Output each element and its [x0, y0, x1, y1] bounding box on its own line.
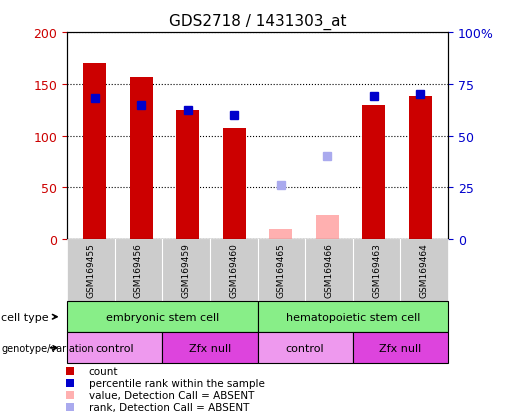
- Text: control: control: [95, 343, 134, 353]
- Bar: [353, 332, 448, 363]
- Text: GSM169463: GSM169463: [372, 243, 381, 297]
- Bar: [258, 301, 448, 332]
- Bar: [67, 301, 258, 332]
- Text: GSM169455: GSM169455: [87, 243, 95, 297]
- Bar: [83, 64, 107, 240]
- Text: hematopoietic stem cell: hematopoietic stem cell: [286, 312, 420, 322]
- Bar: [305, 240, 353, 301]
- Bar: [114, 240, 162, 301]
- Text: Zfx null: Zfx null: [188, 343, 231, 353]
- Text: GSM169459: GSM169459: [182, 243, 191, 297]
- Text: GSM169456: GSM169456: [134, 243, 143, 297]
- Text: embryonic stem cell: embryonic stem cell: [106, 312, 219, 322]
- Bar: [258, 240, 305, 301]
- Text: GSM169460: GSM169460: [229, 243, 238, 297]
- Bar: [269, 229, 293, 240]
- Bar: [401, 240, 448, 301]
- Text: control: control: [286, 343, 324, 353]
- Bar: [210, 240, 258, 301]
- Text: GSM169466: GSM169466: [324, 243, 333, 297]
- Text: count: count: [89, 366, 118, 376]
- Bar: [162, 332, 258, 363]
- Bar: [353, 240, 401, 301]
- Bar: [162, 240, 210, 301]
- Text: value, Detection Call = ABSENT: value, Detection Call = ABSENT: [89, 390, 254, 400]
- Bar: [222, 129, 246, 240]
- Text: GSM169465: GSM169465: [277, 243, 286, 297]
- Bar: [176, 110, 199, 240]
- Bar: [316, 216, 339, 240]
- Text: percentile rank within the sample: percentile rank within the sample: [89, 378, 265, 388]
- Text: rank, Detection Call = ABSENT: rank, Detection Call = ABSENT: [89, 402, 249, 412]
- Bar: [67, 240, 114, 301]
- Bar: [67, 332, 162, 363]
- Bar: [362, 105, 385, 240]
- Text: Zfx null: Zfx null: [379, 343, 422, 353]
- Text: genotype/variation: genotype/variation: [2, 343, 94, 353]
- Title: GDS2718 / 1431303_at: GDS2718 / 1431303_at: [169, 14, 346, 30]
- Text: GSM169464: GSM169464: [420, 243, 428, 297]
- Bar: [258, 332, 353, 363]
- Text: cell type: cell type: [2, 312, 57, 322]
- Bar: [408, 97, 432, 240]
- Bar: [130, 78, 153, 240]
